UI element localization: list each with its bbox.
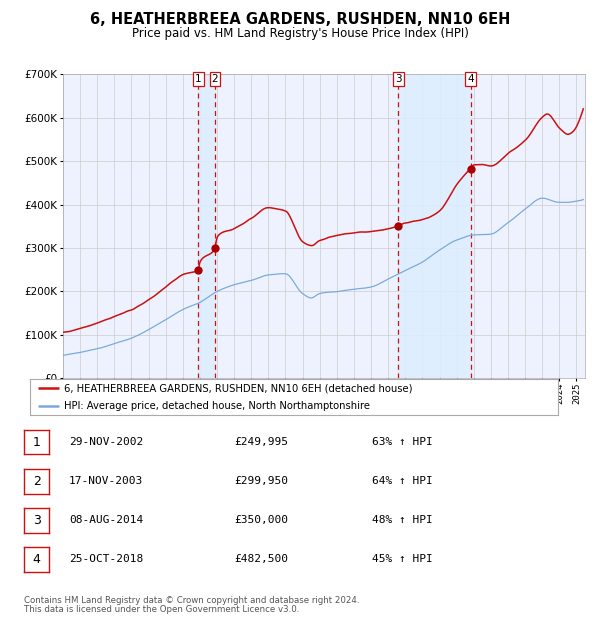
Text: Contains HM Land Registry data © Crown copyright and database right 2024.: Contains HM Land Registry data © Crown c… xyxy=(24,596,359,605)
Text: 1: 1 xyxy=(32,436,41,448)
Text: This data is licensed under the Open Government Licence v3.0.: This data is licensed under the Open Gov… xyxy=(24,604,299,614)
Text: 6, HEATHERBREEA GARDENS, RUSHDEN, NN10 6EH (detached house): 6, HEATHERBREEA GARDENS, RUSHDEN, NN10 6… xyxy=(64,383,413,394)
Text: £299,950: £299,950 xyxy=(234,476,288,486)
Text: 6, HEATHERBREEA GARDENS, RUSHDEN, NN10 6EH: 6, HEATHERBREEA GARDENS, RUSHDEN, NN10 6… xyxy=(90,12,510,27)
Text: 2: 2 xyxy=(212,74,218,84)
Text: 3: 3 xyxy=(395,74,402,84)
Bar xyxy=(398,74,470,378)
Text: 4: 4 xyxy=(32,553,41,565)
Text: 08-AUG-2014: 08-AUG-2014 xyxy=(69,515,143,525)
Text: 64% ↑ HPI: 64% ↑ HPI xyxy=(372,476,433,486)
Text: £249,995: £249,995 xyxy=(234,437,288,447)
Text: £350,000: £350,000 xyxy=(234,515,288,525)
Text: HPI: Average price, detached house, North Northamptonshire: HPI: Average price, detached house, Nort… xyxy=(64,401,370,412)
Text: 48% ↑ HPI: 48% ↑ HPI xyxy=(372,515,433,525)
Text: 29-NOV-2002: 29-NOV-2002 xyxy=(69,437,143,447)
Text: £482,500: £482,500 xyxy=(234,554,288,564)
Text: 4: 4 xyxy=(467,74,474,84)
Text: 25-OCT-2018: 25-OCT-2018 xyxy=(69,554,143,564)
Text: 1: 1 xyxy=(195,74,202,84)
Text: 63% ↑ HPI: 63% ↑ HPI xyxy=(372,437,433,447)
Text: 45% ↑ HPI: 45% ↑ HPI xyxy=(372,554,433,564)
Text: 3: 3 xyxy=(32,514,41,526)
Bar xyxy=(199,74,215,378)
Text: 17-NOV-2003: 17-NOV-2003 xyxy=(69,476,143,486)
Text: 2: 2 xyxy=(32,475,41,487)
Text: Price paid vs. HM Land Registry's House Price Index (HPI): Price paid vs. HM Land Registry's House … xyxy=(131,27,469,40)
